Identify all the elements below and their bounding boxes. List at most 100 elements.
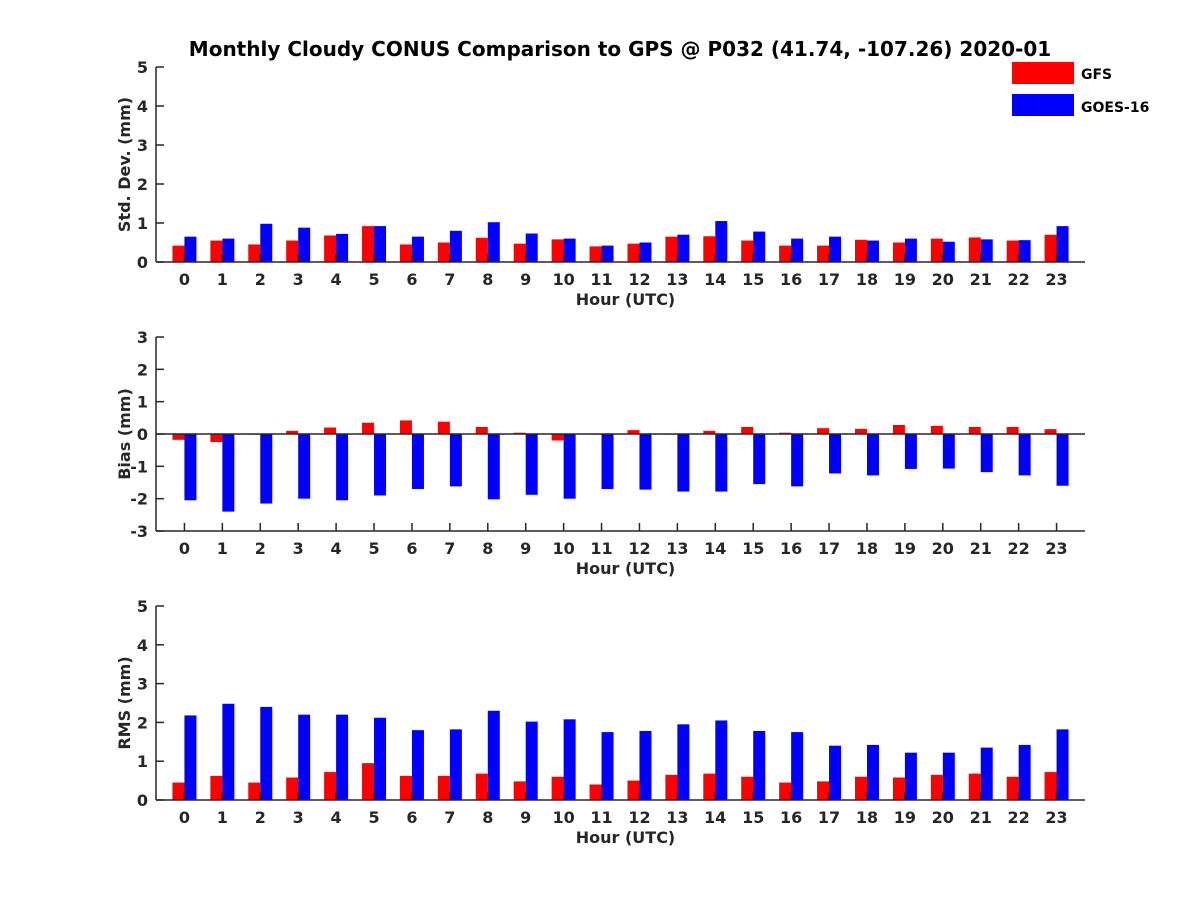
bar-std-goes16-8	[487, 222, 500, 262]
bar-std-gfs-7	[437, 242, 450, 262]
legend-label-goes16: GOES-16	[1081, 100, 1149, 116]
legend-swatch-gfs	[1012, 62, 1074, 84]
x-tick-label-std: 6	[406, 270, 417, 289]
bar-std-gfs-15	[741, 240, 754, 262]
legend: GFS GOES-16	[1012, 62, 1149, 116]
bar-rms-gfs-6	[399, 775, 412, 800]
x-tick-label-rms: 1	[217, 808, 228, 827]
bar-rms-goes16-17	[829, 745, 842, 800]
bar-rms-gfs-17	[817, 781, 830, 800]
bar-bias-goes16-15	[753, 434, 766, 485]
x-tick-label-bias: 3	[293, 539, 304, 558]
bar-rms-goes16-8	[487, 710, 500, 800]
bar-bias-goes16-8	[487, 434, 500, 500]
x-tick-label-bias: 22	[1008, 539, 1030, 558]
x-axis-label-rms: Hour (UTC)	[576, 828, 676, 847]
y-tick-label-rms: 0	[137, 791, 148, 810]
x-tick-label-bias: 21	[970, 539, 992, 558]
bar-rms-gfs-8	[475, 773, 488, 800]
bar-rms-gfs-21	[968, 773, 981, 800]
bar-std-goes16-9	[525, 233, 538, 262]
x-tick-label-bias: 16	[780, 539, 802, 558]
bar-rms-goes16-4	[336, 714, 349, 800]
bar-std-gfs-21	[968, 237, 981, 262]
x-tick-label-bias: 11	[590, 539, 612, 558]
bar-rms-gfs-5	[362, 763, 375, 800]
bar-rms-goes16-10	[563, 719, 576, 800]
y-tick-label-rms: 5	[137, 597, 148, 616]
x-tick-label-std: 5	[368, 270, 379, 289]
bar-rms-goes16-18	[866, 744, 879, 800]
bar-rms-goes16-12	[639, 730, 652, 800]
bar-bias-goes16-12	[639, 434, 652, 490]
bar-rms-gfs-16	[779, 782, 792, 800]
bar-std-goes16-4	[336, 233, 349, 262]
legend-swatch-goes16	[1012, 94, 1074, 116]
x-tick-label-bias: 5	[368, 539, 379, 558]
bar-std-gfs-17	[817, 245, 830, 262]
x-tick-label-rms: 10	[552, 808, 574, 827]
bar-bias-gfs-19	[892, 424, 905, 434]
x-tick-label-rms: 20	[932, 808, 954, 827]
x-tick-label-rms: 9	[520, 808, 531, 827]
x-tick-label-rms: 7	[444, 808, 455, 827]
x-tick-label-std: 1	[217, 270, 228, 289]
bar-std-goes16-3	[298, 227, 311, 262]
y-tick-label-std: 1	[137, 214, 148, 233]
bar-rms-goes16-16	[791, 732, 804, 800]
x-tick-label-std: 15	[742, 270, 764, 289]
bar-bias-goes16-18	[866, 434, 879, 476]
x-tick-label-bias: 1	[217, 539, 228, 558]
bar-std-gfs-10	[551, 239, 564, 262]
x-tick-label-bias: 19	[894, 539, 916, 558]
bar-bias-gfs-1	[210, 434, 223, 443]
bar-bias-goes16-2	[260, 434, 273, 504]
y-tick-label-std: 5	[137, 58, 148, 77]
bar-rms-gfs-23	[1044, 772, 1057, 800]
bar-std-gfs-9	[513, 243, 526, 262]
bar-rms-goes16-9	[525, 721, 538, 800]
bar-bias-gfs-8	[475, 426, 488, 434]
bar-std-gfs-16	[779, 245, 792, 262]
y-tick-label-std: 2	[137, 175, 148, 194]
bar-bias-goes16-20	[942, 434, 955, 469]
x-tick-label-rms: 6	[406, 808, 417, 827]
bar-rms-gfs-11	[589, 784, 602, 800]
x-tick-label-rms: 11	[590, 808, 612, 827]
bar-bias-goes16-10	[563, 434, 576, 499]
bar-std-goes16-10	[563, 238, 576, 262]
bar-std-gfs-1	[210, 240, 223, 262]
bar-rms-gfs-7	[437, 775, 450, 800]
y-axis-label-std: Std. Dev. (mm)	[115, 97, 134, 232]
bar-std-gfs-19	[892, 242, 905, 262]
bar-std-gfs-6	[399, 244, 412, 262]
bar-std-gfs-11	[589, 246, 602, 262]
bar-std-goes16-0	[184, 236, 197, 262]
x-tick-label-rms: 23	[1045, 808, 1067, 827]
bar-rms-gfs-12	[627, 780, 640, 800]
bar-bias-goes16-21	[980, 434, 993, 473]
bar-rms-goes16-1	[222, 703, 235, 800]
bar-bias-goes16-16	[791, 434, 804, 487]
bar-rms-gfs-18	[854, 776, 867, 800]
bar-bias-goes16-9	[525, 434, 538, 495]
x-tick-label-bias: 20	[932, 539, 954, 558]
bar-std-gfs-4	[324, 235, 337, 262]
bar-rms-gfs-20	[930, 774, 943, 800]
bar-rms-gfs-10	[551, 776, 564, 800]
bar-rms-goes16-5	[374, 717, 387, 800]
bar-bias-goes16-7	[449, 434, 462, 487]
x-tick-label-std: 11	[590, 270, 612, 289]
bar-std-goes16-15	[753, 231, 766, 262]
bar-std-gfs-13	[665, 236, 678, 262]
bar-std-goes16-18	[866, 240, 879, 262]
bar-std-goes16-16	[791, 238, 804, 262]
x-tick-label-rms: 14	[704, 808, 726, 827]
y-tick-label-bias: 2	[137, 360, 148, 379]
bar-bias-gfs-3	[286, 430, 299, 434]
bar-std-goes16-7	[449, 230, 462, 262]
bar-rms-gfs-4	[324, 772, 337, 800]
x-tick-label-bias: 17	[818, 539, 840, 558]
